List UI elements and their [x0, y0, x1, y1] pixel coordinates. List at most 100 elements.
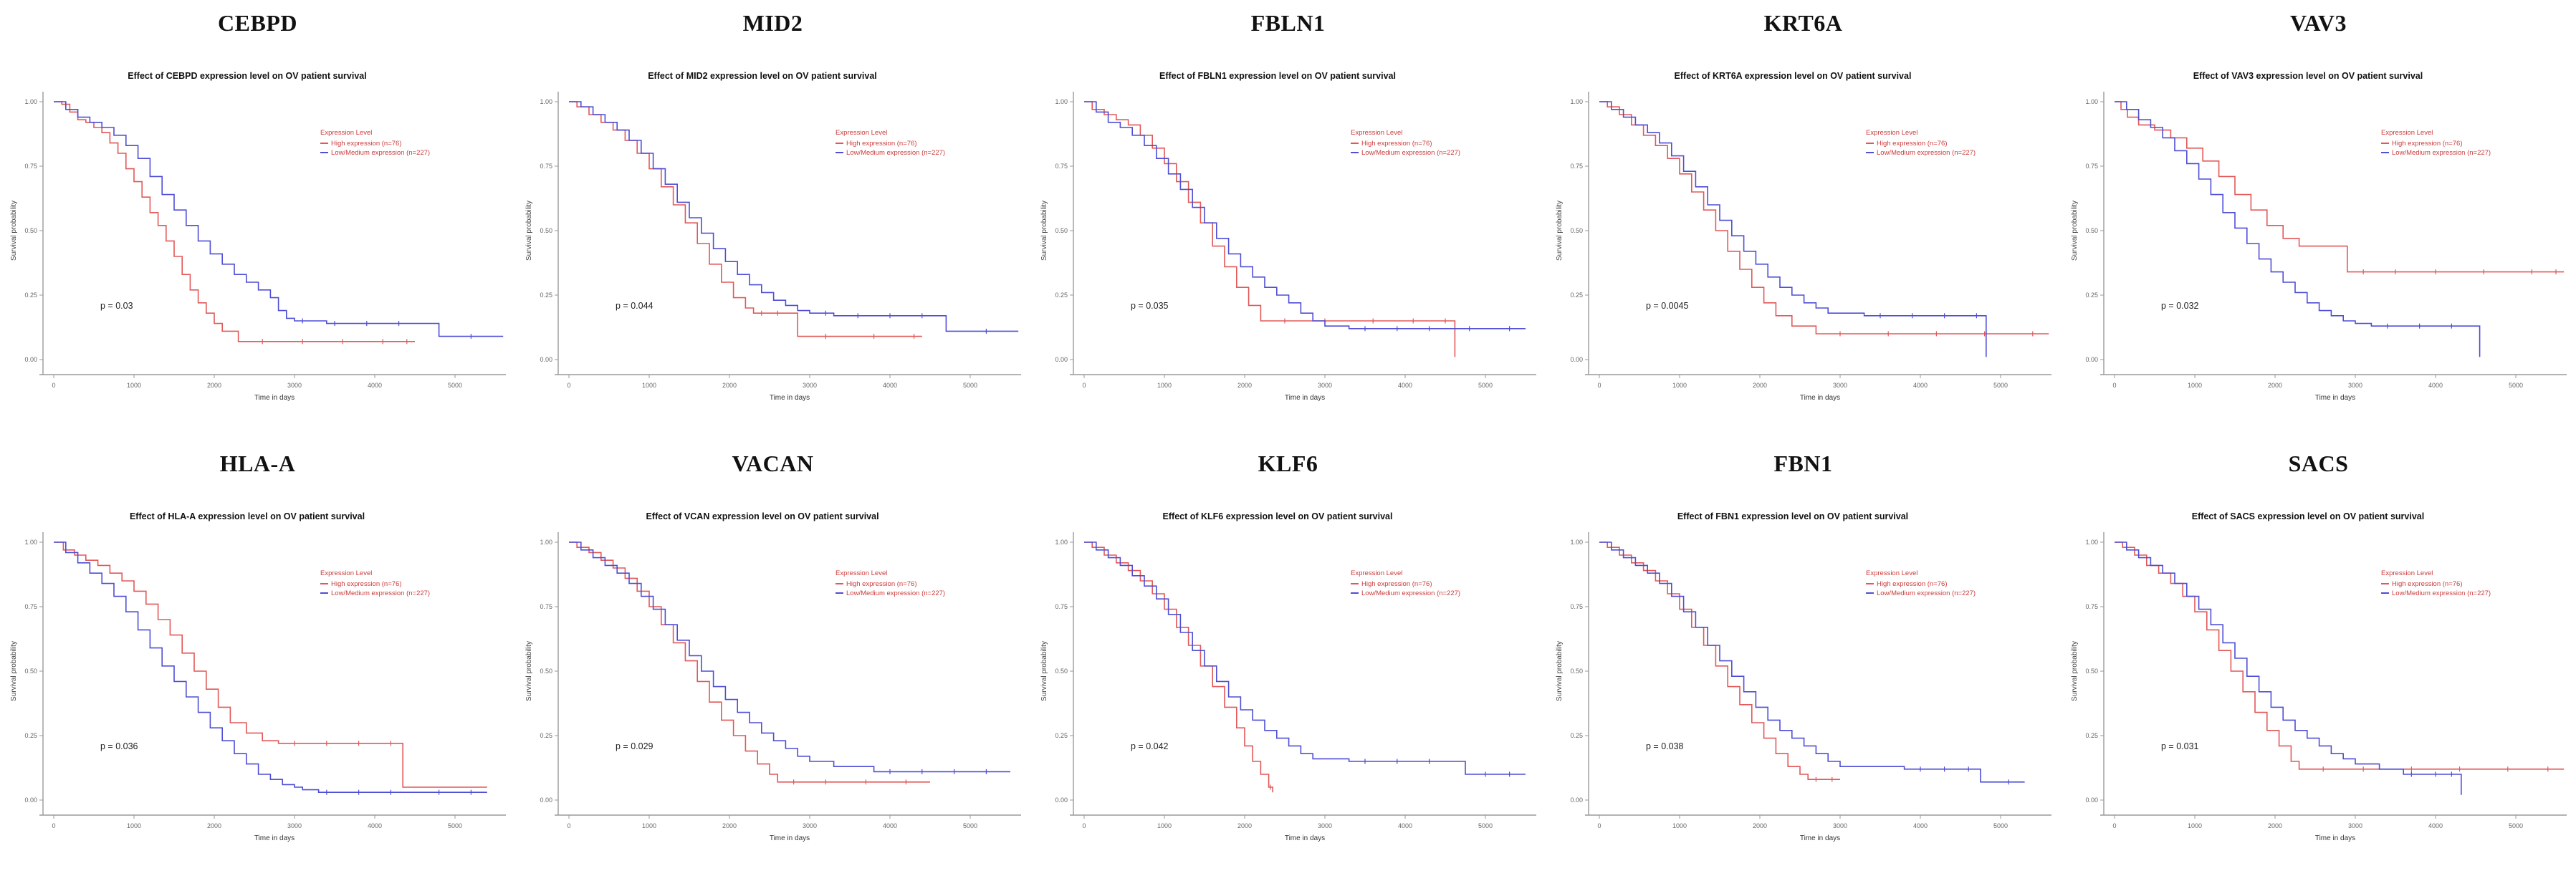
- x-tick-label: 5000: [1478, 822, 1493, 829]
- survival-curve-high: [2115, 541, 2565, 770]
- x-tick-label: 4000: [368, 382, 382, 389]
- y-tick-label: 0.25: [2085, 732, 2098, 739]
- y-tick-label: 0.25: [1055, 292, 1068, 299]
- legend-entry-high: High expression (n=76): [846, 580, 916, 588]
- x-tick-label: 3000: [1318, 382, 1332, 389]
- x-tick-label: 2000: [1237, 822, 1252, 829]
- p-value: p = 0.029: [616, 741, 653, 751]
- chart-title: Effect of KLF6 expression level on OV pa…: [1163, 511, 1393, 521]
- legend-title: Expression Level: [1351, 129, 1402, 137]
- x-axis-label: Time in days: [2315, 394, 2355, 402]
- legend-title: Expression Level: [2381, 129, 2433, 137]
- y-tick-label: 0.00: [540, 796, 552, 804]
- gene-title: KLF6: [1258, 451, 1318, 476]
- chart-title: Effect of FBN1 expression level on OV pa…: [1677, 511, 1908, 521]
- legend-entry-low: Low/Medium expression (n=227): [331, 149, 430, 157]
- y-tick-label: 1.00: [1055, 98, 1068, 105]
- y-tick-label: 0.50: [1570, 227, 1583, 234]
- survival-curve-low: [1599, 101, 1987, 357]
- y-tick-label: 0.50: [24, 227, 37, 234]
- survival-curve-low: [54, 541, 487, 793]
- km-chart: Effect of SACS expression level on OV pa…: [2071, 511, 2567, 842]
- y-tick-label: 1.00: [2085, 539, 2098, 546]
- y-tick-label: 0.75: [1055, 603, 1068, 610]
- legend-entry-low: Low/Medium expression (n=227): [331, 589, 430, 597]
- survival-curve-low: [569, 541, 1010, 773]
- legend-title: Expression Level: [1866, 569, 1917, 577]
- y-tick-label: 1.00: [2085, 98, 2098, 105]
- y-tick-label: 0.50: [2085, 668, 2098, 675]
- x-tick-label: 5000: [1993, 822, 2008, 829]
- legend-entry-low: Low/Medium expression (n=227): [2392, 589, 2491, 597]
- gene-title: KRT6A: [1763, 10, 1843, 36]
- legend-entry-low: Low/Medium expression (n=227): [1361, 149, 1460, 157]
- chart-title: Effect of KRT6A expression level on OV p…: [1675, 71, 1912, 81]
- survival-curve-low: [1084, 541, 1526, 775]
- y-tick-label: 0.75: [24, 603, 37, 610]
- survival-curve-high: [1084, 101, 1456, 357]
- x-tick-label: 2000: [207, 822, 221, 829]
- legend-title: Expression Level: [320, 129, 372, 137]
- legend-entry-low: Low/Medium expression (n=227): [1877, 589, 1976, 597]
- x-tick-label: 1000: [1672, 382, 1687, 389]
- y-tick-label: 1.00: [24, 98, 37, 105]
- x-tick-label: 0: [1082, 382, 1086, 389]
- y-tick-label: 0.75: [2085, 603, 2098, 610]
- gene-title: VACAN: [732, 451, 814, 476]
- survival-curve-high: [54, 101, 415, 342]
- x-tick-label: 3000: [803, 382, 817, 389]
- y-tick-label: 0.25: [1055, 732, 1068, 739]
- y-tick-label: 0.25: [2085, 292, 2098, 299]
- km-chart: Effect of FBN1 expression level on OV pa…: [1556, 511, 2051, 842]
- x-tick-label: 1000: [1157, 382, 1172, 389]
- p-value: p = 0.036: [100, 741, 138, 751]
- x-tick-label: 0: [1597, 822, 1601, 829]
- y-tick-label: 0.25: [1570, 292, 1583, 299]
- x-tick-label: 5000: [963, 822, 977, 829]
- x-tick-label: 4000: [883, 382, 897, 389]
- km-panel-cebpd: CEBPD Effect of CEBPD expression level on…: [0, 0, 515, 440]
- x-tick-label: 5000: [2509, 382, 2523, 389]
- legend-entry-low: Low/Medium expression (n=227): [846, 589, 945, 597]
- x-tick-label: 0: [567, 382, 570, 389]
- y-tick-label: 1.00: [1570, 98, 1583, 105]
- y-tick-label: 1.00: [24, 539, 37, 546]
- x-tick-label: 5000: [448, 382, 462, 389]
- x-tick-label: 5000: [963, 382, 977, 389]
- gene-title: MID2: [742, 10, 803, 36]
- km-chart: Effect of FBLN1 expression level on OV p…: [1040, 71, 1536, 402]
- km-chart: Effect of HLA-A expression level on OV p…: [10, 511, 506, 842]
- chart-title: Effect of MID2 expression level on OV pa…: [648, 71, 877, 81]
- x-tick-label: 4000: [2428, 382, 2443, 389]
- y-tick-label: 0.00: [1055, 796, 1068, 804]
- x-tick-label: 2000: [722, 822, 737, 829]
- y-tick-label: 0.00: [24, 796, 37, 804]
- km-panel-fbln1: FBLN1 Effect of FBLN1 expression level on…: [1030, 0, 1546, 440]
- x-tick-label: 1000: [127, 822, 141, 829]
- y-tick-label: 0.00: [2085, 796, 2098, 804]
- gene-title: FBLN1: [1250, 10, 1326, 36]
- legend-entry-high: High expression (n=76): [2392, 140, 2462, 148]
- x-tick-label: 4000: [1398, 822, 1412, 829]
- x-tick-label: 5000: [1478, 382, 1493, 389]
- x-tick-label: 0: [567, 822, 570, 829]
- x-tick-label: 0: [1597, 382, 1601, 389]
- km-panel-vav3: VAV3 Effect of VAV3 expression level on O…: [2061, 0, 2576, 440]
- y-tick-label: 0.00: [24, 356, 37, 363]
- legend-title: Expression Level: [2381, 569, 2433, 577]
- x-tick-label: 4000: [368, 822, 382, 829]
- legend-entry-low: Low/Medium expression (n=227): [1877, 149, 1976, 157]
- km-panel-mid2: MID2 Effect of MID2 expression level on O…: [515, 0, 1030, 440]
- y-axis-label: Survival probability: [2071, 641, 2079, 701]
- legend-entry-high: High expression (n=76): [1361, 140, 1432, 148]
- y-tick-label: 0.00: [1570, 796, 1583, 804]
- x-tick-label: 4000: [1398, 382, 1412, 389]
- x-tick-label: 2000: [1753, 382, 1767, 389]
- x-axis-label: Time in days: [2315, 834, 2355, 842]
- x-tick-label: 3000: [287, 822, 302, 829]
- x-tick-label: 1000: [642, 822, 656, 829]
- x-tick-label: 1000: [2188, 822, 2202, 829]
- km-chart: Effect of VCAN expression level on OV pa…: [525, 511, 1021, 842]
- km-panel-krt6a: KRT6A Effect of KRT6A expression level on…: [1546, 0, 2061, 440]
- y-tick-label: 0.50: [540, 227, 552, 234]
